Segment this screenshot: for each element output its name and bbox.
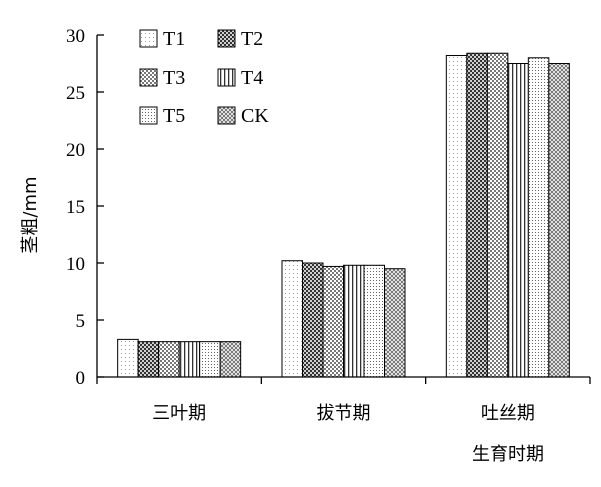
legend-label-t2: T2	[241, 28, 263, 50]
bar-t4-0	[178, 341, 201, 378]
legend-swatch-ck	[217, 106, 236, 125]
bar-t4-2	[507, 63, 529, 378]
legend-label-t5: T5	[163, 105, 185, 127]
y-tick-label: 20	[66, 140, 85, 161]
bar-t2-1	[302, 262, 324, 378]
bar-ck-2	[548, 63, 570, 378]
x-axis: 三叶期 拔节期 吐丝期	[96, 376, 591, 424]
x-category-label: 拔节期	[317, 403, 371, 424]
x-category-label: 三叶期	[152, 403, 206, 424]
bar-t1-2	[445, 55, 468, 378]
legend-label-t4: T4	[241, 67, 263, 89]
y-tick-label: 30	[66, 26, 85, 47]
y-axis-title: 茎粗/mm	[20, 176, 41, 253]
legend-swatch-t2	[217, 29, 236, 48]
legend: T1 T2 T3 T4 T5 CK	[139, 28, 269, 127]
legend-swatch-t4	[217, 68, 236, 87]
y-tick-label: 10	[66, 254, 85, 275]
y-tick-label: 5	[76, 311, 86, 332]
legend-label-t1: T1	[163, 28, 185, 50]
legend-swatch-t1	[139, 29, 158, 48]
bar-t2-0	[137, 341, 160, 378]
y-tick-label: 0	[76, 368, 86, 389]
bar-t2-2	[466, 52, 488, 378]
legend-swatch-t3	[139, 68, 158, 87]
y-tick-label: 25	[66, 83, 85, 104]
bar-ck-0	[219, 341, 242, 378]
legend-swatch-t5	[139, 106, 158, 125]
bars-group	[117, 52, 570, 378]
bar-t3-1	[322, 265, 344, 378]
legend-label-ck: CK	[241, 105, 269, 127]
bar-t1-1	[281, 260, 303, 378]
legend-label-t3: T3	[163, 67, 185, 89]
bar-t3-2	[486, 52, 509, 378]
bar-t5-2	[527, 57, 550, 378]
bar-t5-1	[363, 264, 385, 378]
x-category-label: 吐丝期	[481, 403, 535, 424]
bar-t4-1	[343, 264, 365, 378]
bar-t3-0	[158, 341, 180, 378]
bar-t1-0	[117, 338, 139, 378]
x-axis-title: 生育时期	[472, 444, 544, 465]
y-tick-label: 15	[66, 197, 85, 218]
y-axis: 0 5 10 15 20 25 30	[66, 26, 104, 389]
bar-ck-1	[384, 268, 406, 378]
bar-t5-0	[199, 341, 221, 378]
